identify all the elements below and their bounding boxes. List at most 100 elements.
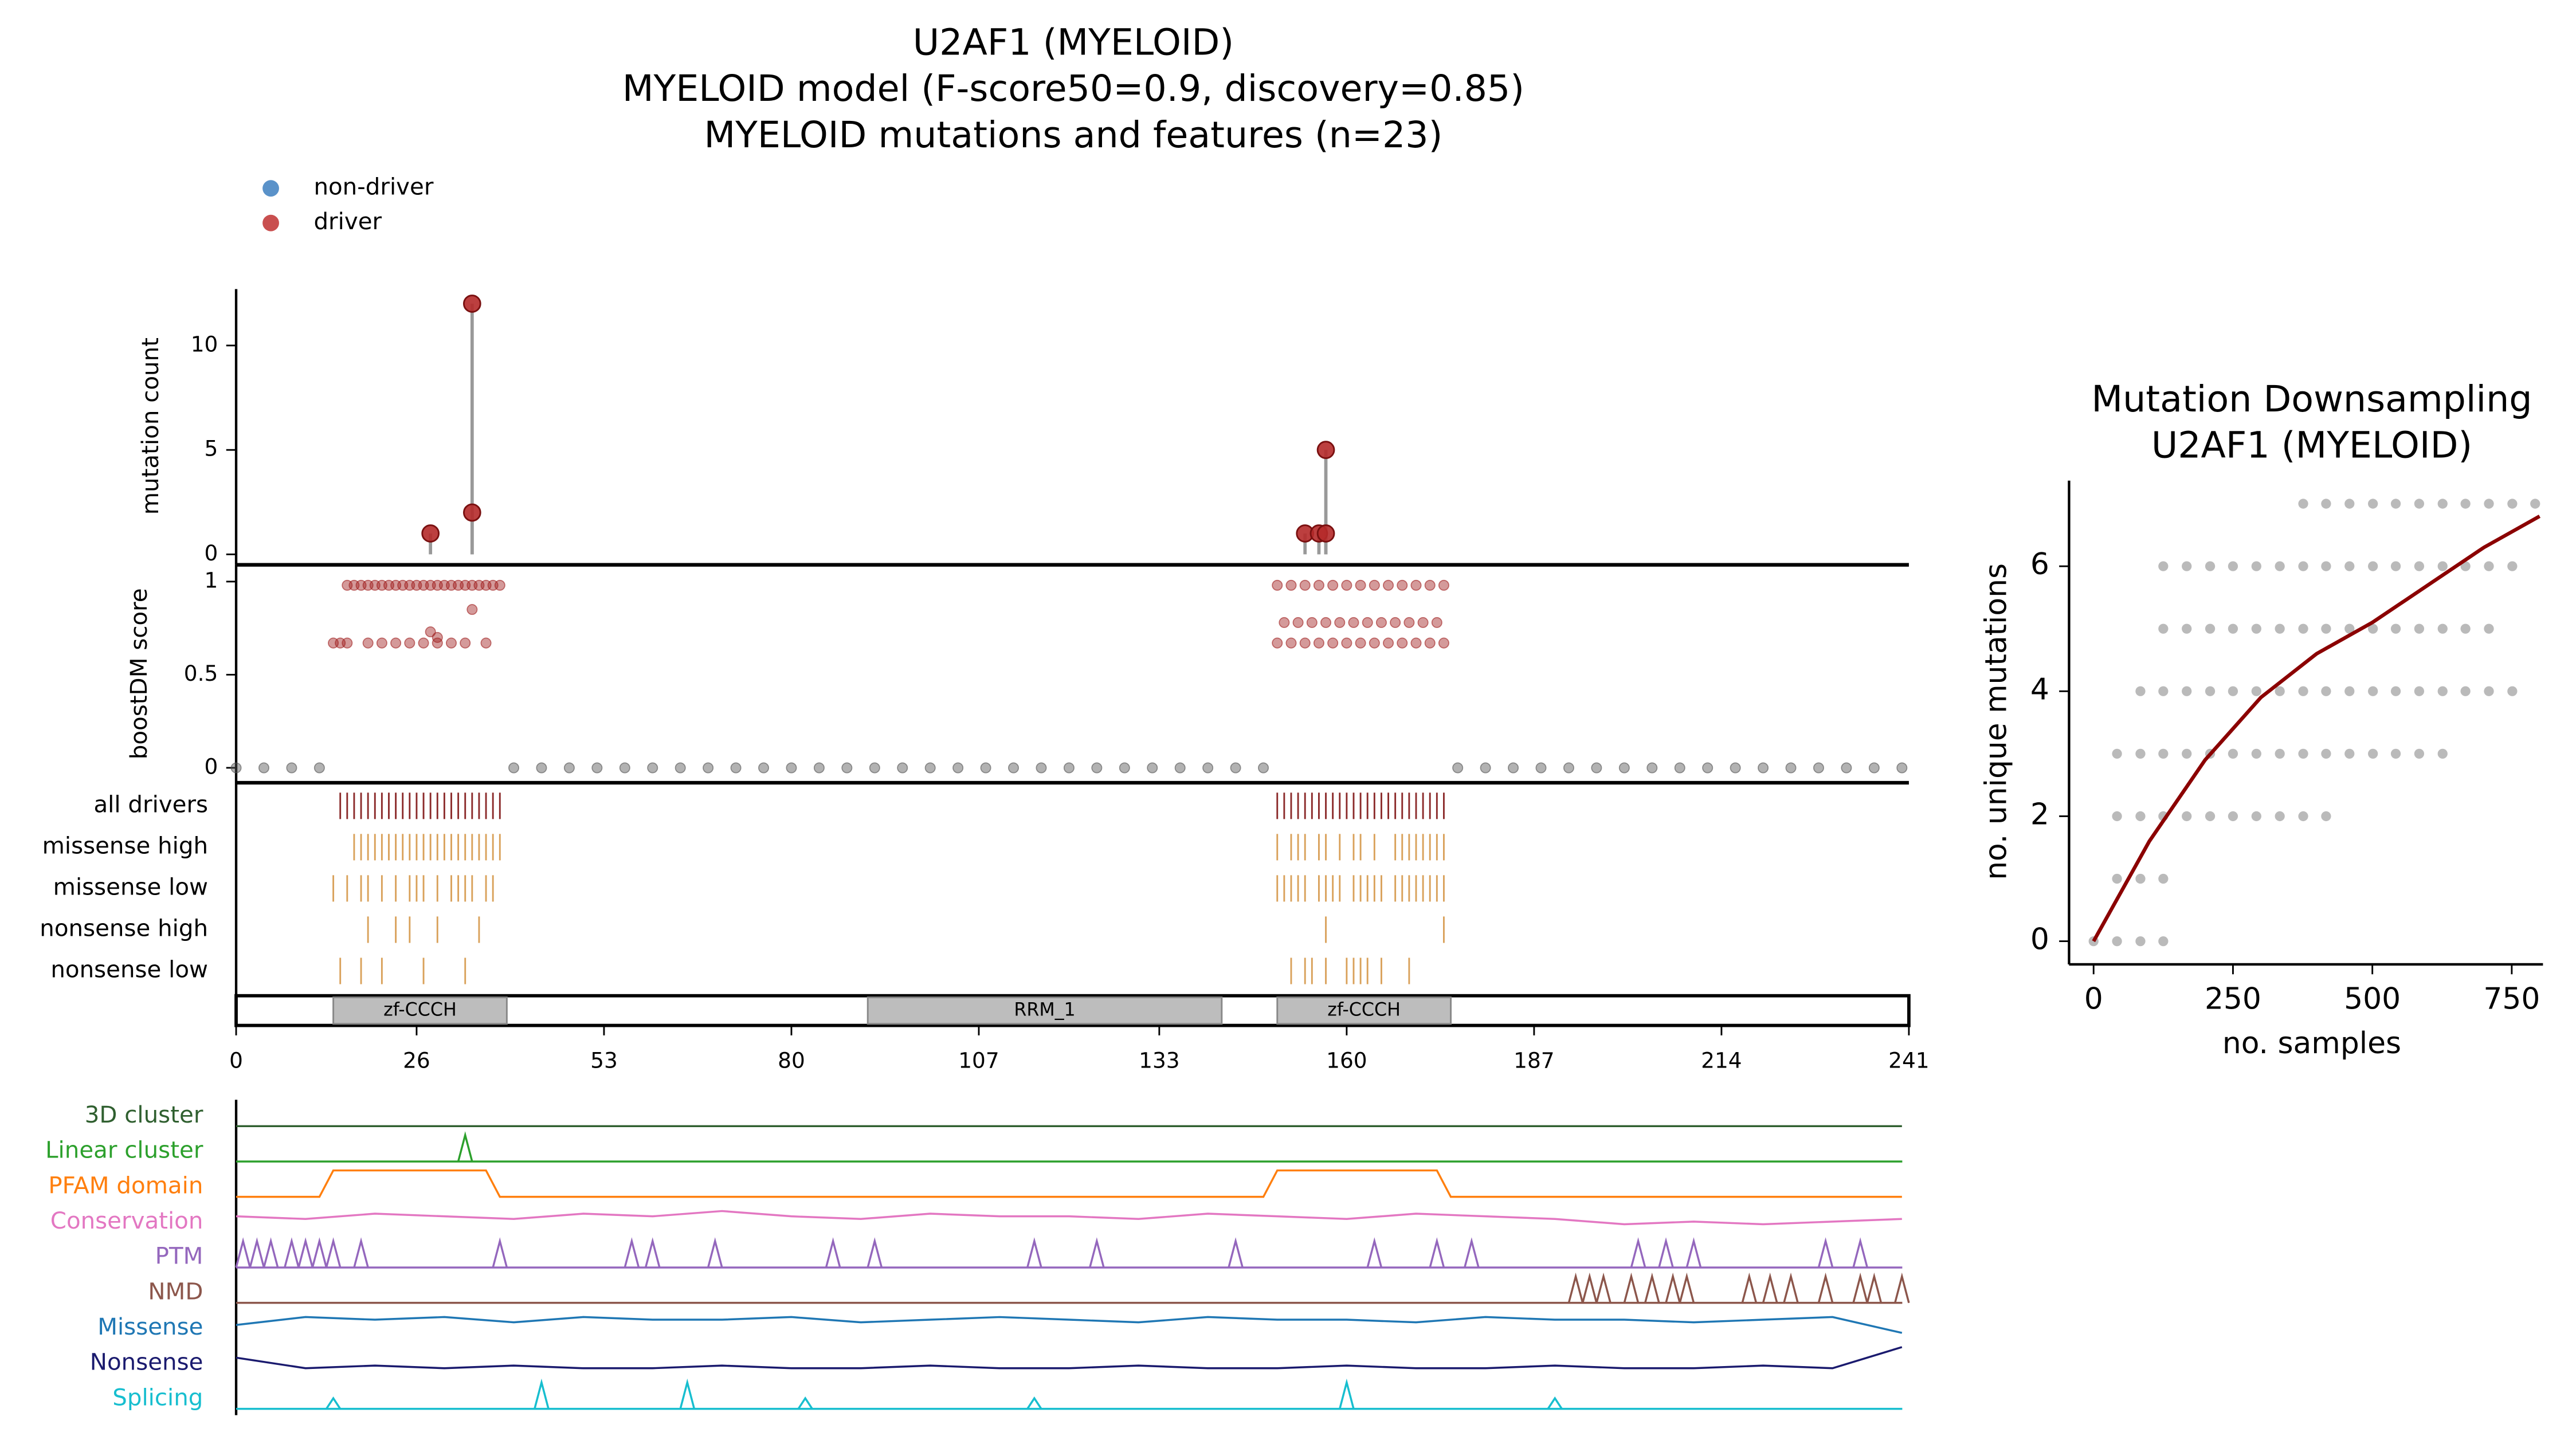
- sample-point: [2275, 686, 2285, 696]
- score-point: [1292, 617, 1304, 628]
- score-point: [286, 762, 297, 774]
- sample-point: [2321, 623, 2331, 634]
- sample-point: [2367, 499, 2378, 509]
- sample-point: [2158, 623, 2169, 634]
- score-point: [1334, 617, 1346, 628]
- score-point: [1403, 617, 1415, 628]
- feature-spike: [297, 1237, 313, 1268]
- sample-point: [2437, 561, 2448, 571]
- feature-label: Splicing: [112, 1384, 203, 1411]
- feature-spike: [1228, 1237, 1244, 1268]
- sample-point: [2112, 748, 2122, 759]
- panel-title: Mutation Downsampling: [2091, 378, 2532, 420]
- score-point: [1285, 637, 1297, 649]
- feature-spike: [1685, 1237, 1702, 1268]
- sample-point: [2158, 873, 2169, 884]
- mutation-point: [462, 295, 481, 313]
- feature-spike: [1658, 1237, 1674, 1268]
- score-point: [1813, 762, 1824, 774]
- score-point: [1320, 617, 1332, 628]
- sample-point: [2460, 561, 2471, 571]
- score-point: [1362, 617, 1373, 628]
- legend-marker: [262, 180, 279, 197]
- sample-point: [2158, 561, 2169, 571]
- domain-label: RRM_1: [1014, 1000, 1075, 1021]
- feature-spike: [1581, 1272, 1598, 1304]
- score-point: [813, 762, 825, 774]
- feature-spike: [1595, 1272, 1612, 1304]
- score-point: [1147, 762, 1158, 774]
- score-point: [1375, 617, 1387, 628]
- feature-spike: [1665, 1272, 1681, 1304]
- sample-point: [2367, 686, 2378, 696]
- sample-point: [2298, 561, 2308, 571]
- score-point: [619, 762, 630, 774]
- score-point: [1417, 617, 1429, 628]
- score-point: [1646, 762, 1658, 774]
- score-point: [841, 762, 853, 774]
- score-point: [1299, 579, 1311, 591]
- score-point: [1480, 762, 1491, 774]
- score-point: [445, 637, 457, 649]
- legend-label: non-driver: [313, 174, 433, 201]
- score-point: [1327, 637, 1339, 649]
- score-point: [460, 637, 471, 649]
- track-label: nonsense low: [50, 956, 208, 983]
- sample-point: [2275, 561, 2285, 571]
- score-point: [1841, 762, 1852, 774]
- x-tick-label: 214: [1701, 1047, 1742, 1073]
- feature-spike: [707, 1237, 723, 1268]
- feature-spike: [1630, 1237, 1646, 1268]
- feature-label: Linear cluster: [45, 1137, 203, 1164]
- score-point: [1535, 762, 1547, 774]
- sample-point: [2275, 623, 2285, 634]
- sample-point: [2321, 748, 2331, 759]
- fit-curve: [2092, 515, 2541, 943]
- score-point: [1452, 762, 1464, 774]
- sample-point: [2321, 561, 2331, 571]
- feature-spike: [1679, 1272, 1695, 1304]
- feature-spike: [492, 1237, 508, 1268]
- sample-point: [2228, 686, 2238, 696]
- track-label: all drivers: [93, 791, 208, 818]
- x-tick-label: 250: [2205, 982, 2261, 1016]
- score-point: [1174, 762, 1186, 774]
- x-tick-label: 107: [958, 1047, 999, 1073]
- x-tick-label: 80: [778, 1047, 805, 1073]
- score-point: [1327, 579, 1339, 591]
- sample-point: [2367, 748, 2378, 759]
- sample-point: [2158, 936, 2169, 947]
- sample-point: [2390, 561, 2401, 571]
- score-point: [1063, 762, 1075, 774]
- score-point: [897, 762, 908, 774]
- sample-point: [2275, 811, 2285, 822]
- x-tick-label: 187: [1514, 1047, 1554, 1073]
- feature-spike: [797, 1396, 813, 1410]
- score-point: [647, 762, 658, 774]
- sample-point: [2298, 499, 2308, 509]
- sample-point: [2135, 748, 2146, 759]
- feature-label: Missense: [97, 1313, 203, 1340]
- feature-spike: [644, 1237, 661, 1268]
- feature-spike: [249, 1237, 265, 1268]
- score-point: [1008, 762, 1020, 774]
- feature-spike: [1464, 1237, 1480, 1268]
- sample-point: [2344, 686, 2355, 696]
- score-point: [1355, 637, 1366, 649]
- score-point: [1758, 762, 1769, 774]
- feature-spike: [457, 1131, 473, 1162]
- sample-point: [2251, 686, 2261, 696]
- y-tick-label: 0: [205, 540, 218, 566]
- score-point: [1258, 762, 1269, 774]
- sample-point: [2158, 686, 2169, 696]
- sample-point: [2112, 873, 2122, 884]
- feature-spike: [1894, 1272, 1910, 1304]
- score-point: [1896, 762, 1908, 774]
- sample-point: [2251, 811, 2261, 822]
- y-tick-label: 6: [2030, 547, 2049, 582]
- score-point: [390, 637, 402, 649]
- x-axis-label: no. samples: [2222, 1026, 2401, 1061]
- score-point: [1272, 637, 1283, 649]
- sample-point: [2135, 686, 2146, 696]
